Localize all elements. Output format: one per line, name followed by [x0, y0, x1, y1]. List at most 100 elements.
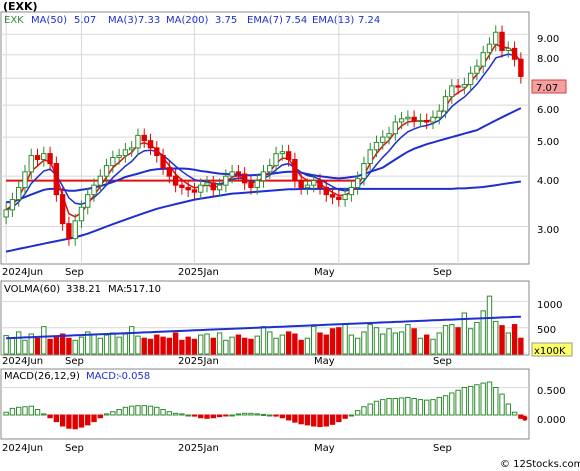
macd-bar — [323, 414, 329, 427]
macd-bar — [373, 400, 380, 416]
macd-bar — [292, 414, 298, 423]
volume-legend: VOLMA(60) 338.21 MA: 517.10 — [4, 284, 161, 295]
candle-body — [210, 182, 216, 191]
volume-bar — [22, 339, 28, 355]
price-legend: EXK MA(50) 5.07 MA(3) 7.33 MA(200) 3.75 … — [4, 15, 380, 26]
volume-x-axis: 2024Jun Sep 2025Jan May Sep — [2, 356, 452, 367]
price-tick-4: 4.00 — [537, 176, 559, 187]
volume-bar — [442, 325, 449, 355]
candle-body — [3, 209, 9, 218]
candle-body — [499, 31, 505, 51]
macd-bar — [380, 399, 386, 416]
candle-body — [336, 196, 342, 201]
volume-bar — [380, 333, 386, 355]
candle-body — [424, 119, 430, 123]
vol-tick-500: 500 — [537, 325, 556, 336]
macd-bar — [505, 403, 512, 416]
macd-bar — [53, 414, 60, 423]
price-x-sep-2: Sep — [433, 267, 452, 278]
candle-body — [442, 96, 449, 112]
candle-body — [223, 175, 229, 186]
macd-last-dot — [522, 415, 528, 421]
legend-ma200-label: MA(200) — [166, 15, 208, 26]
volume-bar — [210, 337, 216, 355]
macd-legend: MACD(26,12,9) MACD: -0.058 — [4, 371, 150, 382]
vol-x-sep-1: Sep — [65, 356, 84, 367]
volume-bar — [436, 332, 442, 355]
macd-bar — [248, 412, 254, 416]
macd-bar — [9, 407, 16, 416]
macd-bar — [172, 412, 179, 416]
volume-bar — [204, 333, 210, 355]
volume-bar — [398, 331, 405, 355]
candle-body — [9, 199, 16, 211]
macd-x-may: May — [314, 443, 335, 454]
macd-bar — [116, 409, 122, 416]
macd-bar — [179, 413, 185, 416]
volume-bar — [430, 338, 436, 355]
candle-body — [348, 186, 355, 196]
price-x-2025jan: 2025Jan — [178, 267, 219, 278]
candle-body — [392, 121, 399, 135]
macd-bar — [480, 382, 486, 416]
volume-unit-badge: x100K — [531, 342, 573, 357]
volume-bar — [386, 328, 392, 355]
candle-body — [66, 223, 72, 240]
candle-body — [455, 85, 461, 88]
ma200-line — [5, 180, 522, 253]
volume-y-axis: 1000 500 — [537, 300, 562, 336]
macd-bar — [474, 384, 480, 416]
price-tick-6: 6.00 — [537, 105, 559, 116]
volume-bar — [198, 334, 204, 355]
macd-bar — [59, 414, 66, 427]
macd-bar — [304, 414, 311, 426]
legend-exk: EXK — [4, 15, 24, 26]
legend-ma3-value: 7.33 — [138, 15, 160, 26]
volume-bar — [147, 338, 154, 355]
candle-body — [204, 182, 210, 186]
candle-body — [147, 140, 154, 149]
macd-bar — [72, 414, 78, 430]
macd-bar — [436, 396, 442, 416]
macd-x-2025jan: 2025Jan — [178, 443, 219, 454]
candle-body — [361, 163, 367, 179]
macd-bar — [361, 406, 367, 416]
volume-bar — [304, 337, 311, 355]
volume-bar — [455, 327, 461, 355]
candle-body — [97, 175, 103, 186]
volume-bar — [241, 337, 248, 355]
volume-bars — [3, 295, 524, 355]
macd-bar — [66, 414, 72, 429]
volume-bar — [85, 331, 91, 355]
macd-bar — [329, 414, 336, 425]
candle-body — [467, 72, 474, 86]
macd-bar — [279, 414, 286, 419]
candle-body — [342, 194, 348, 201]
legend-ma3-label: MA(3) — [108, 15, 138, 26]
macd-bar — [417, 399, 424, 416]
volume-bar — [493, 320, 499, 355]
candle-body — [461, 84, 468, 88]
macd-bar — [128, 405, 135, 416]
volume-bar — [273, 337, 279, 355]
volume-bar — [279, 334, 286, 355]
candle-body — [41, 153, 47, 160]
legend-ma50-label: MA(50) — [31, 15, 67, 26]
macd-bar — [15, 406, 22, 416]
candle-body — [380, 136, 386, 143]
macd-bar — [34, 409, 41, 416]
volume-bar — [311, 326, 317, 355]
macd-bar — [166, 411, 173, 416]
macd-params-label: MACD(26,12,9) — [4, 371, 80, 382]
candle-body — [103, 165, 110, 177]
candle-body — [449, 85, 455, 98]
volume-bar — [47, 338, 53, 355]
legend-ema13-label: EMA(13) — [312, 15, 354, 26]
candle-body — [185, 186, 191, 191]
volume-bar — [3, 335, 9, 355]
candle-body — [198, 184, 204, 193]
candle-body — [179, 184, 185, 188]
volume-bar — [191, 338, 198, 355]
volume-bar — [66, 337, 72, 355]
macd-x-axis: 2024Jun Sep 2025Jan May Sep — [2, 443, 452, 454]
